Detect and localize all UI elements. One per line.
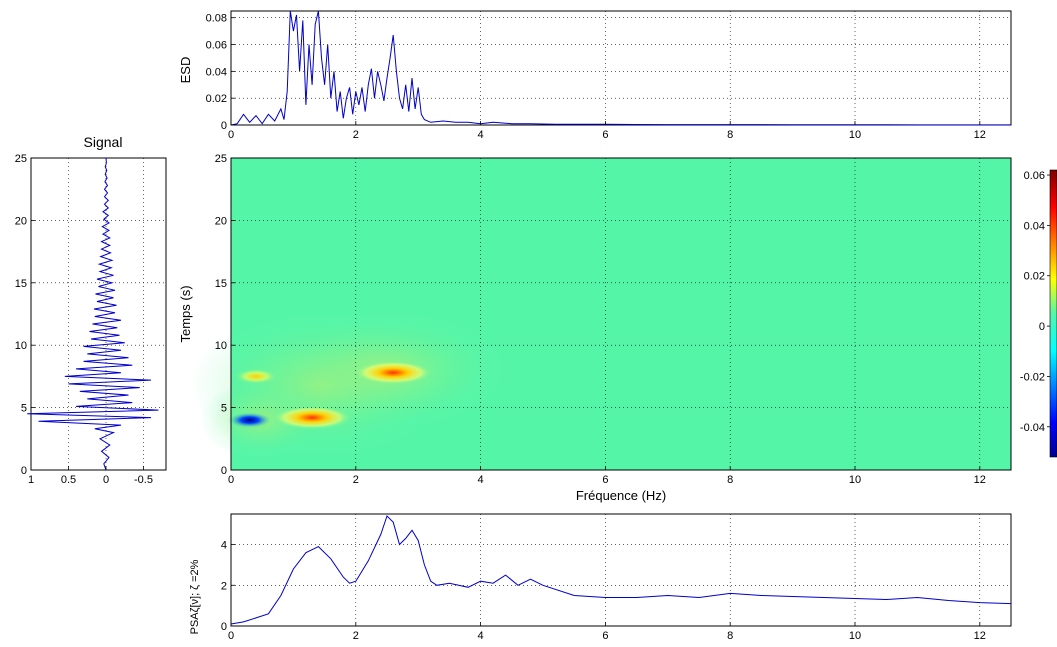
colorbar-tick-label: 0.06 bbox=[1024, 170, 1045, 182]
y-tick-label: 25 bbox=[215, 153, 227, 165]
y-tick-label: 10 bbox=[215, 340, 227, 352]
psa-grid bbox=[231, 514, 1011, 626]
signal-title: Signal bbox=[84, 134, 123, 150]
x-tick-label: 12 bbox=[974, 474, 986, 486]
psa-ticks: 0 2 4 6 8 10 12 0 2 4 bbox=[221, 540, 986, 642]
y-tick-label: 20 bbox=[15, 215, 27, 227]
y-tick-label: 4 bbox=[221, 540, 227, 552]
colorbar-tick-label: 0.04 bbox=[1024, 220, 1045, 232]
x-tick-label: 0 bbox=[228, 474, 234, 486]
psa-axes bbox=[230, 513, 1012, 627]
x-tick-label: 6 bbox=[602, 129, 608, 141]
esd-panel: 0 2 4 6 8 10 12 0 0.02 0.04 0.06 0.08 ESD bbox=[178, 10, 1012, 141]
series-line bbox=[27, 157, 159, 471]
distribution-grid bbox=[231, 158, 1011, 470]
distribution-panel: 0 2 4 6 8 10 12 0 5 10 15 20 25 Fréquence (Hz) Temps… bbox=[178, 153, 1012, 503]
x-tick-label: 2 bbox=[353, 129, 359, 141]
x-tick-label: 8 bbox=[727, 474, 733, 486]
distribution-hotspots bbox=[227, 360, 434, 430]
distribution-xlabel: Fréquence (Hz) bbox=[576, 488, 666, 503]
x-tick-label: 12 bbox=[974, 129, 986, 141]
y-tick-label: 0 bbox=[221, 120, 227, 132]
x-tick-label: 4 bbox=[478, 630, 484, 642]
heatmap-hotspot bbox=[227, 412, 272, 429]
colorbar: 0.06 0.04 0.02 0 -0.02 -0.04 bbox=[1020, 169, 1057, 458]
y-tick-label: 10 bbox=[15, 340, 27, 352]
y-tick-label: 5 bbox=[221, 403, 227, 415]
x-tick-label: 0 bbox=[228, 129, 234, 141]
psa-plot bbox=[230, 515, 1012, 625]
x-tick-label: 8 bbox=[727, 129, 733, 141]
axes-box bbox=[30, 157, 167, 471]
esd-axes bbox=[230, 10, 1012, 126]
x-tick-label: 0 bbox=[103, 474, 109, 486]
y-tick-label: 15 bbox=[215, 278, 227, 290]
x-tick-label: 6 bbox=[602, 630, 608, 642]
psa-panel: 0 2 4 6 8 10 12 0 2 4 PSAζ[ν]; ζ =2% bbox=[189, 513, 1012, 642]
x-tick-label: 2 bbox=[353, 474, 359, 486]
heatmap-hotspot bbox=[233, 368, 278, 385]
x-tick-label: 0.5 bbox=[61, 474, 76, 486]
x-tick-label: 8 bbox=[727, 630, 733, 642]
signal-plot bbox=[27, 157, 159, 471]
y-tick-label: 0.08 bbox=[206, 13, 227, 25]
esd-plot bbox=[230, 10, 1011, 126]
colorbar-tick-label: 0.02 bbox=[1024, 271, 1045, 283]
colorbar-ticks: 0.06 0.04 0.02 0 -0.02 -0.04 bbox=[1020, 170, 1050, 434]
axes-box bbox=[230, 10, 1012, 126]
y-tick-label: 0 bbox=[21, 465, 27, 477]
signal-axes bbox=[30, 157, 167, 471]
y-tick-label: 2 bbox=[221, 580, 227, 592]
psa-ylabel: PSAζ[ν]; ζ =2% bbox=[189, 559, 201, 634]
y-tick-label: 0 bbox=[221, 621, 227, 633]
y-tick-label: 0.06 bbox=[206, 40, 227, 52]
colorbar-tick-label: 0 bbox=[1039, 321, 1045, 333]
x-tick-label: 4 bbox=[478, 129, 484, 141]
colorbar-tick-label: -0.04 bbox=[1020, 422, 1045, 434]
y-tick-label: 0 bbox=[221, 465, 227, 477]
signal-grid bbox=[31, 158, 166, 470]
x-tick-label: 1 bbox=[28, 474, 34, 486]
y-tick-label: 5 bbox=[21, 403, 27, 415]
heatmap-hotspot bbox=[353, 360, 434, 385]
series-line bbox=[230, 515, 1012, 625]
esd-grid bbox=[231, 11, 1011, 125]
heatmap-hotspot bbox=[272, 405, 353, 430]
y-tick-label: 0.02 bbox=[206, 93, 227, 105]
colorbar-gradient bbox=[1049, 169, 1057, 458]
x-tick-label: 12 bbox=[974, 630, 986, 642]
series-line bbox=[230, 10, 1011, 126]
distribution-ticks: 0 2 4 6 8 10 12 0 5 10 15 20 25 bbox=[215, 153, 986, 486]
x-tick-label: 10 bbox=[849, 474, 861, 486]
esd-ylabel: ESD bbox=[178, 57, 193, 84]
x-tick-label: 4 bbox=[478, 474, 484, 486]
axes-box bbox=[230, 513, 1012, 627]
x-tick-label: 10 bbox=[849, 630, 861, 642]
x-tick-label: 10 bbox=[849, 129, 861, 141]
signal-ticks: 1 0.5 0 -0.5 0 5 10 15 20 25 bbox=[15, 153, 153, 486]
x-tick-label: 0 bbox=[228, 630, 234, 642]
distribution-axes bbox=[230, 157, 1012, 471]
x-tick-label: 6 bbox=[602, 474, 608, 486]
axes-box bbox=[230, 157, 1012, 471]
x-tick-label: -0.5 bbox=[134, 474, 153, 486]
signal-panel: 1 0.5 0 -0.5 0 5 10 15 20 25 Signal bbox=[15, 134, 167, 486]
y-tick-label: 15 bbox=[15, 278, 27, 290]
y-tick-label: 20 bbox=[215, 215, 227, 227]
y-tick-label: 25 bbox=[15, 153, 27, 165]
x-tick-label: 2 bbox=[353, 630, 359, 642]
colorbar-tick-label: -0.02 bbox=[1020, 371, 1045, 383]
esd-ticks: 0 2 4 6 8 10 12 0 0.02 0.04 0.06 0.08 bbox=[206, 13, 986, 141]
distribution-ylabel: Temps (s) bbox=[178, 285, 193, 342]
y-tick-label: 0.04 bbox=[206, 66, 227, 78]
